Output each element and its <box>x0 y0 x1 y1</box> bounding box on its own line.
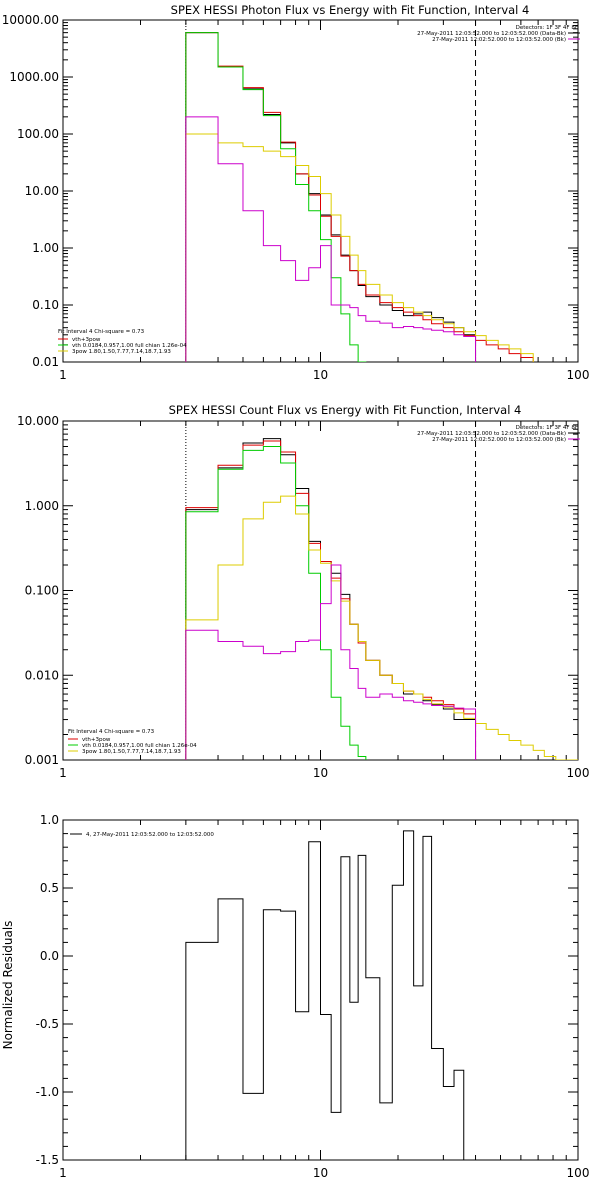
photon-flux-title: SPEX HESSI Photon Flux vs Energy with Fi… <box>171 3 530 17</box>
y-tick-label: 10.000 <box>17 414 59 428</box>
y-tick-label: 0.001 <box>25 753 59 767</box>
residuals-panel: 1 10 100 -1.5 -1.0 -0.5 0.0 0.5 1.0 4, 27-May-20… <box>1 813 590 1180</box>
y-tick-label: 1.0 <box>40 813 59 827</box>
residuals-legend-label: 4, 27-May-2011 12:03:52.000 to 12:03:52.… <box>86 832 214 838</box>
photon-data-interval-label: 27-May-2011 12:03:52.000 to 12:03:52.000… <box>417 31 566 37</box>
y-tick-label: 10.00 <box>25 184 59 198</box>
residuals-y-axis-label: Normalized Residuals <box>1 921 15 1050</box>
photon-flux-panel: SPEX HESSI Photon Flux vs Energy with Fi… <box>2 3 590 382</box>
photon-fit-entry-2: 3pow 1.80,1.50,7.77,7.14,18.7,1.93 <box>72 349 171 355</box>
x-tick-label: 100 <box>567 368 590 382</box>
y-axis-ticks <box>63 420 578 761</box>
y-tick-label: -0.5 <box>36 1017 59 1031</box>
photon-fit-entry-0: vth+3pow <box>72 337 101 343</box>
count-bk-interval-label: 27-May-2011 12:02:52.000 to 12:03:52.000… <box>432 437 566 443</box>
x-tick-label: 1 <box>59 1166 67 1180</box>
count-fit-label: Fit Interval 4 Chi-square = 0.73 <box>68 729 155 735</box>
y-tick-label: 0.10 <box>32 298 59 312</box>
residuals-plot: 1 10 100 -1.5 -1.0 -0.5 0.0 0.5 1.0 <box>36 813 590 1180</box>
x-axis-ticks <box>62 820 579 1160</box>
photon-flux-plot: 1 10 100 0.01 0.10 1.00 10.00 100.00 1000.00 1000… <box>2 13 590 382</box>
x-tick-label: 1 <box>59 766 67 780</box>
series-line-0 <box>185 438 477 760</box>
y-tick-label: 0.100 <box>25 584 59 598</box>
photon-fit-label: Fit Interval 4 Chi-square = 0.73 <box>58 329 145 335</box>
y-tick-label: 0.5 <box>40 881 59 895</box>
series-line-1 <box>185 440 477 760</box>
count-fit-entry-0: vth+3pow <box>82 737 111 743</box>
y-tick-label: 100.00 <box>17 127 59 141</box>
series-line-3 <box>185 133 534 362</box>
count-fit-entry-1: vth 0.0184,0.957,1.00 full chian 1.26e-0… <box>82 743 197 749</box>
y-tick-label: 1.000 <box>25 499 59 513</box>
y-tick-label: 1000.00 <box>9 70 59 84</box>
y-axis-ticks <box>63 19 578 363</box>
series-line-4 <box>185 116 477 362</box>
series-line-4 <box>185 564 477 760</box>
x-tick-label: 1 <box>59 368 67 382</box>
x-tick-label: 10 <box>313 1166 328 1180</box>
y-tick-label: 0.010 <box>25 668 59 682</box>
x-tick-label: 100 <box>567 766 590 780</box>
count-data-interval-label: 27-May-2011 12:03:52.000 to 12:03:52.000… <box>417 431 566 437</box>
series-line-3 <box>185 495 578 760</box>
series-line-2 <box>185 32 367 362</box>
photon-detectors-label: Detectors: 1F 3F 4F 8F <box>516 25 578 31</box>
photon-bk-interval-label: 27-May-2011 12:02:52.000 to 12:03:52.000… <box>432 37 566 43</box>
y-tick-label: 10000.00 <box>2 13 59 27</box>
y-tick-label: 0.0 <box>40 949 59 963</box>
y-axis-ticks <box>63 819 578 1161</box>
count-flux-plot: 1 10 100 0.001 0.010 0.100 1.000 10.000 <box>17 414 590 780</box>
y-tick-label: 0.01 <box>32 355 59 369</box>
count-detectors-label: Detectors: 1F 3F 4F 8F <box>516 425 578 431</box>
y-tick-label: -1.0 <box>36 1085 59 1099</box>
x-tick-label: 10 <box>313 766 328 780</box>
count-flux-panel: SPEX HESSI Count Flux vs Energy with Fit… <box>17 403 590 780</box>
series-line-2 <box>185 446 367 760</box>
x-tick-label: 100 <box>567 1166 590 1180</box>
x-axis-ticks <box>62 20 579 362</box>
y-tick-label: -1.5 <box>36 1153 59 1167</box>
series-line-1 <box>185 32 534 362</box>
x-tick-label: 10 <box>313 368 328 382</box>
count-flux-title: SPEX HESSI Count Flux vs Energy with Fit… <box>169 403 522 417</box>
count-fit-entry-2: 3pow 1.80,1.50,7.77,7.14,18.7,1.93 <box>82 749 181 755</box>
photon-fit-entry-1: vth 0.0184,0.957,1.00 full chian 1.26e-0… <box>72 343 187 349</box>
series-line-0 <box>185 830 465 1160</box>
y-tick-label: 1.00 <box>32 241 59 255</box>
